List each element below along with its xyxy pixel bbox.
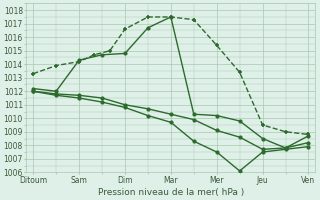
- X-axis label: Pression niveau de la mer( hPa ): Pression niveau de la mer( hPa ): [98, 188, 244, 197]
